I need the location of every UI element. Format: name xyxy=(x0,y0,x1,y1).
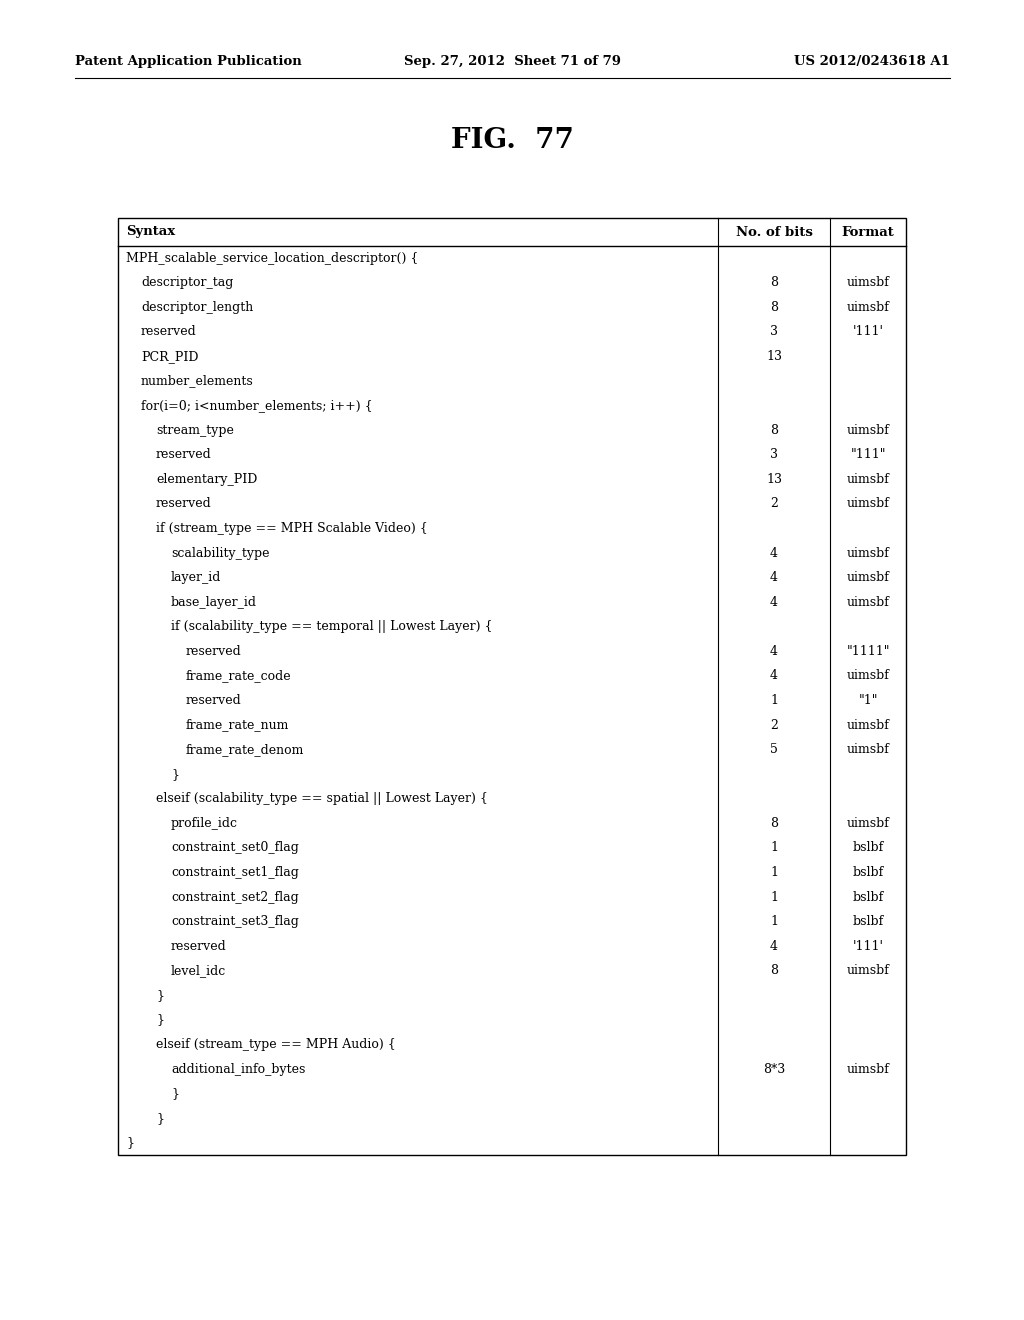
Text: PCR_PID: PCR_PID xyxy=(141,350,199,363)
Text: bslbf: bslbf xyxy=(852,891,884,904)
Text: uimsbf: uimsbf xyxy=(847,743,890,756)
Text: profile_idc: profile_idc xyxy=(171,817,238,830)
Text: }: } xyxy=(171,768,179,780)
Text: MPH_scalable_service_location_descriptor() {: MPH_scalable_service_location_descriptor… xyxy=(126,252,419,265)
Text: 8: 8 xyxy=(770,301,778,314)
Text: '111': '111' xyxy=(853,940,884,953)
Text: "111": "111" xyxy=(850,449,886,461)
Text: 4: 4 xyxy=(770,595,778,609)
Text: 3: 3 xyxy=(770,449,778,461)
Text: 8: 8 xyxy=(770,424,778,437)
Text: uimsbf: uimsbf xyxy=(847,473,890,486)
Text: uimsbf: uimsbf xyxy=(847,1063,890,1076)
Text: 8: 8 xyxy=(770,817,778,830)
Text: frame_rate_denom: frame_rate_denom xyxy=(186,743,304,756)
Text: scalability_type: scalability_type xyxy=(171,546,269,560)
Text: reserved: reserved xyxy=(186,694,242,708)
Text: 13: 13 xyxy=(766,473,782,486)
Text: "1111": "1111" xyxy=(846,645,890,657)
Text: for(i=0; i<number_elements; i++) {: for(i=0; i<number_elements; i++) { xyxy=(141,399,373,412)
Text: 4: 4 xyxy=(770,546,778,560)
Text: elementary_PID: elementary_PID xyxy=(156,473,257,486)
Text: reserved: reserved xyxy=(171,940,226,953)
Text: Syntax: Syntax xyxy=(126,226,175,239)
Text: elseif (scalability_type == spatial || Lowest Layer) {: elseif (scalability_type == spatial || L… xyxy=(156,792,487,805)
Text: constraint_set3_flag: constraint_set3_flag xyxy=(171,915,299,928)
Text: constraint_set2_flag: constraint_set2_flag xyxy=(171,891,299,904)
Text: uimsbf: uimsbf xyxy=(847,546,890,560)
Text: uimsbf: uimsbf xyxy=(847,669,890,682)
Text: 1: 1 xyxy=(770,915,778,928)
Text: reserved: reserved xyxy=(186,645,242,657)
Text: if (stream_type == MPH Scalable Video) {: if (stream_type == MPH Scalable Video) { xyxy=(156,521,428,535)
Text: frame_rate_num: frame_rate_num xyxy=(186,718,290,731)
Text: "1": "1" xyxy=(858,694,878,708)
Text: uimsbf: uimsbf xyxy=(847,301,890,314)
Text: number_elements: number_elements xyxy=(141,375,254,388)
Text: No. of bits: No. of bits xyxy=(735,226,812,239)
Text: 1: 1 xyxy=(770,866,778,879)
Text: uimsbf: uimsbf xyxy=(847,424,890,437)
Text: frame_rate_code: frame_rate_code xyxy=(186,669,292,682)
Text: 8: 8 xyxy=(770,964,778,977)
Text: 2: 2 xyxy=(770,498,778,511)
Text: uimsbf: uimsbf xyxy=(847,817,890,830)
Text: 5: 5 xyxy=(770,743,778,756)
Text: }: } xyxy=(171,1088,179,1100)
Text: 4: 4 xyxy=(770,572,778,585)
Text: Sep. 27, 2012  Sheet 71 of 79: Sep. 27, 2012 Sheet 71 of 79 xyxy=(403,55,621,69)
Text: elseif (stream_type == MPH Audio) {: elseif (stream_type == MPH Audio) { xyxy=(156,1038,395,1051)
Text: 13: 13 xyxy=(766,350,782,363)
Text: descriptor_tag: descriptor_tag xyxy=(141,276,233,289)
Text: 1: 1 xyxy=(770,841,778,854)
Text: FIG.  77: FIG. 77 xyxy=(451,127,573,153)
Text: 4: 4 xyxy=(770,669,778,682)
Text: }: } xyxy=(156,1111,164,1125)
Text: descriptor_length: descriptor_length xyxy=(141,301,253,314)
Text: uimsbf: uimsbf xyxy=(847,595,890,609)
Text: 2: 2 xyxy=(770,718,778,731)
Text: uimsbf: uimsbf xyxy=(847,498,890,511)
Text: US 2012/0243618 A1: US 2012/0243618 A1 xyxy=(795,55,950,69)
Text: 4: 4 xyxy=(770,940,778,953)
Text: bslbf: bslbf xyxy=(852,841,884,854)
Text: reserved: reserved xyxy=(141,326,197,338)
Text: layer_id: layer_id xyxy=(171,572,221,585)
Text: }: } xyxy=(126,1137,134,1150)
Text: uimsbf: uimsbf xyxy=(847,964,890,977)
Text: Patent Application Publication: Patent Application Publication xyxy=(75,55,302,69)
Text: constraint_set0_flag: constraint_set0_flag xyxy=(171,841,299,854)
Text: bslbf: bslbf xyxy=(852,866,884,879)
Text: '111': '111' xyxy=(853,326,884,338)
Text: 8*3: 8*3 xyxy=(763,1063,785,1076)
Text: uimsbf: uimsbf xyxy=(847,572,890,585)
Text: reserved: reserved xyxy=(156,498,212,511)
Text: stream_type: stream_type xyxy=(156,424,233,437)
Text: 8: 8 xyxy=(770,276,778,289)
Text: level_idc: level_idc xyxy=(171,964,226,977)
Text: 3: 3 xyxy=(770,326,778,338)
Text: uimsbf: uimsbf xyxy=(847,718,890,731)
Text: uimsbf: uimsbf xyxy=(847,276,890,289)
Text: constraint_set1_flag: constraint_set1_flag xyxy=(171,866,299,879)
Text: reserved: reserved xyxy=(156,449,212,461)
Text: additional_info_bytes: additional_info_bytes xyxy=(171,1063,305,1076)
Text: base_layer_id: base_layer_id xyxy=(171,595,257,609)
Text: 4: 4 xyxy=(770,645,778,657)
Text: }: } xyxy=(156,1014,164,1027)
Text: bslbf: bslbf xyxy=(852,915,884,928)
Text: 1: 1 xyxy=(770,891,778,904)
Text: if (scalability_type == temporal || Lowest Layer) {: if (scalability_type == temporal || Lowe… xyxy=(171,620,493,634)
Bar xyxy=(118,218,906,1155)
Text: 1: 1 xyxy=(770,694,778,708)
Text: }: } xyxy=(156,989,164,1002)
Text: Format: Format xyxy=(842,226,894,239)
